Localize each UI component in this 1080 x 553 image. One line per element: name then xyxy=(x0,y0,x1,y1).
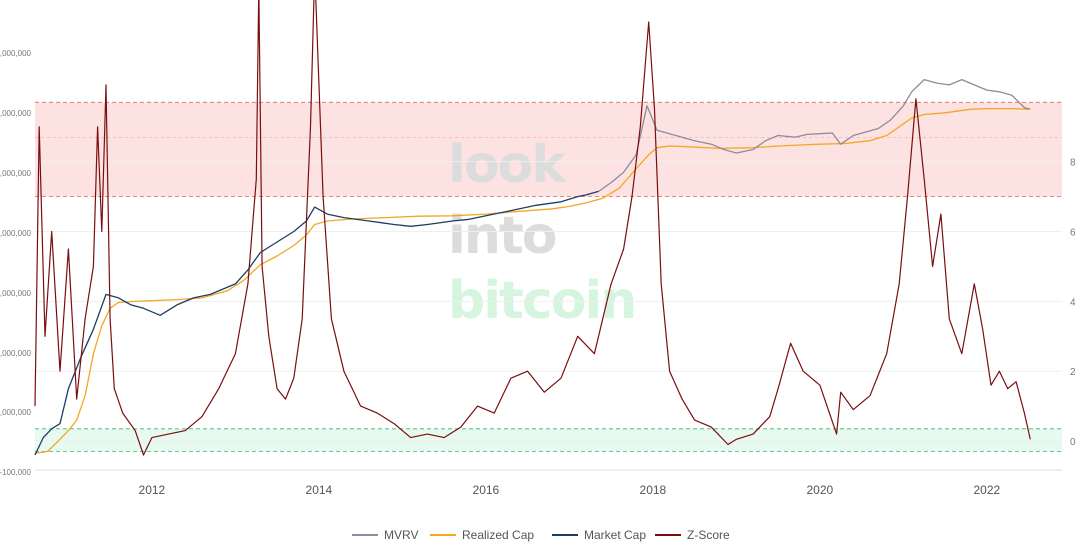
x-tick-label: 2018 xyxy=(640,483,667,497)
left-tick-label: 2,000,000 xyxy=(0,49,32,58)
zone-low-band xyxy=(35,428,1062,452)
series-line-mvrv xyxy=(598,78,1031,192)
legend-label-zscore: Z-Score xyxy=(687,528,730,542)
x-tick-label: 2014 xyxy=(306,483,333,497)
right-tick-label: 4 xyxy=(1070,297,1076,308)
right-tick-label: 2 xyxy=(1070,367,1076,378)
legend-label-mvrv: MVRV xyxy=(384,528,418,542)
left-tick-label: -100,000 xyxy=(0,468,32,477)
left-tick-label: 1,000,000 xyxy=(0,408,32,417)
right-tick-label: 8 xyxy=(1070,158,1076,169)
legend-item-realized[interactable]: Realized Cap xyxy=(430,528,534,542)
legend-label-realized: Realized Cap xyxy=(462,528,534,542)
left-tick-label: 1,000,000 xyxy=(0,169,32,178)
zone-high-band xyxy=(35,102,1062,197)
watermark-word-look: look xyxy=(448,135,567,195)
legend-item-market[interactable]: Market Cap xyxy=(552,528,646,542)
left-tick-label: 1,000,000 xyxy=(0,229,32,238)
left-tick-label: 1,000,000 xyxy=(0,289,32,298)
legend-item-zscore[interactable]: Z-Score xyxy=(655,528,730,542)
x-tick-label: 2016 xyxy=(473,483,500,497)
x-tick-label: 2020 xyxy=(807,483,834,497)
watermark-word-into: into xyxy=(448,206,556,266)
legend-label-market: Market Cap xyxy=(584,528,646,542)
series-line-market xyxy=(34,190,599,456)
right-tick-label: 0 xyxy=(1070,437,1076,448)
x-tick-label: 2022 xyxy=(974,483,1001,497)
x-tick-label: 2012 xyxy=(139,483,166,497)
right-tick-label: 6 xyxy=(1070,228,1076,239)
left-tick-label: 1,000,000 xyxy=(0,349,32,358)
legend-item-mvrv[interactable]: MVRV xyxy=(352,528,418,542)
series-line-zscore xyxy=(34,0,1031,456)
left-tick-label: 1,000,000 xyxy=(0,109,32,118)
